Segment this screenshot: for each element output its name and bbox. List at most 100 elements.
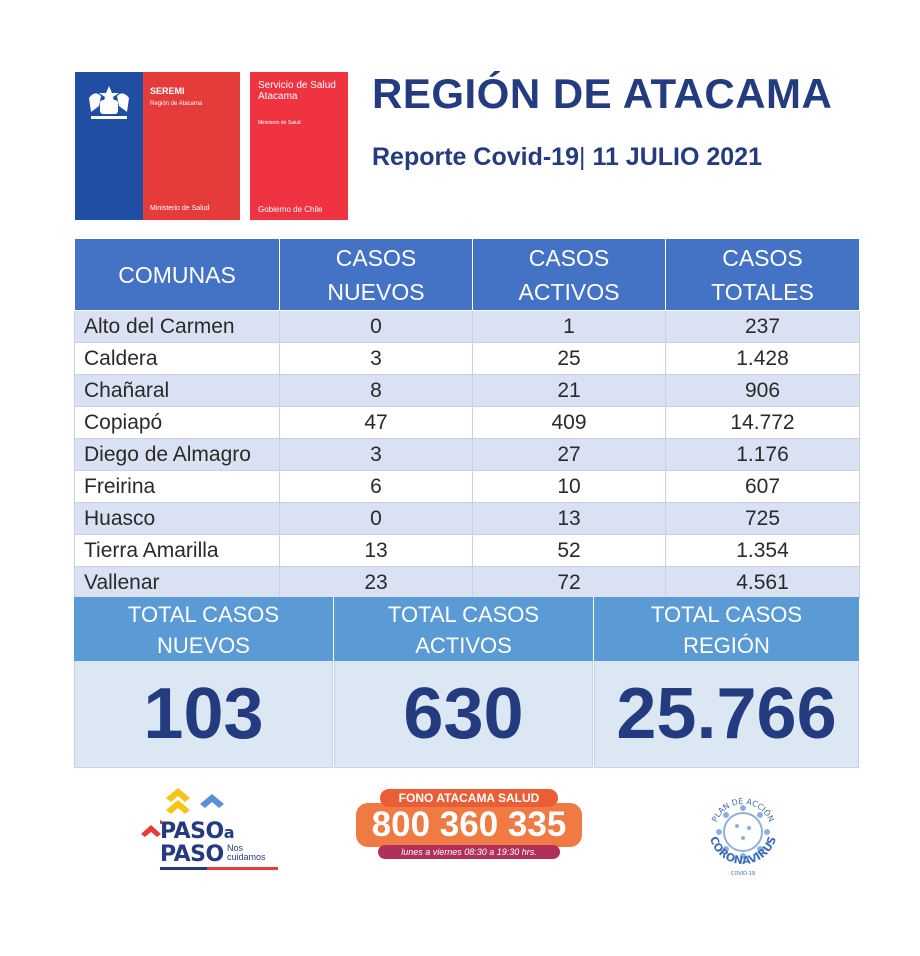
cell-comuna: Copiapó bbox=[74, 406, 280, 439]
header-comunas: COMUNAS bbox=[74, 238, 280, 311]
cases-table-container: COMUNAS CASOS NUEVOS CASOS ACTIVOS CASOS TO… bbox=[74, 238, 860, 599]
cases-table: COMUNAS CASOS NUEVOS CASOS ACTIVOS CASOS TO… bbox=[74, 238, 860, 599]
cell-activos: 27 bbox=[472, 438, 666, 471]
total-nuevos-value: 103 bbox=[74, 661, 333, 768]
header-activos-line1: CASOS bbox=[528, 244, 610, 271]
cell-activos: 25 bbox=[472, 342, 666, 375]
paso-nos-cuidamos: Nos cuidamos bbox=[227, 843, 266, 862]
total-activos: TOTAL CASOS ACTIVOS 630 bbox=[334, 597, 594, 768]
cell-nuevos: 13 bbox=[279, 534, 473, 567]
cell-totales: 14.772 bbox=[665, 406, 860, 439]
report-separator: | bbox=[578, 143, 586, 171]
total-region-header: TOTAL CASOS REGIÓN bbox=[594, 597, 859, 661]
seremi-logo: SEREMI Región de Atacama Ministerio de S… bbox=[75, 72, 240, 220]
corona-bottom-text: COVID-19 bbox=[731, 871, 755, 877]
seremi-ministry: Ministerio de Salud bbox=[150, 205, 210, 212]
cell-comuna: Diego de Almagro bbox=[74, 438, 280, 471]
cell-comuna: Vallenar bbox=[74, 566, 280, 599]
cell-activos: 21 bbox=[472, 374, 666, 407]
cell-nuevos: 3 bbox=[279, 438, 473, 471]
total-activos-header: TOTAL CASOS ACTIVOS bbox=[334, 597, 593, 661]
seremi-title: SEREMI bbox=[150, 86, 185, 96]
header-nuevos-line1: CASOS bbox=[335, 244, 417, 271]
total-nuevos-line2: NUEVOS bbox=[157, 633, 250, 658]
servicio-title: Servicio de Salud Atacama bbox=[258, 80, 336, 102]
cell-comuna: Freirina bbox=[74, 470, 280, 503]
table-row: Alto del Carmen 0 1 237 bbox=[74, 310, 860, 343]
cell-totales: 1.354 bbox=[665, 534, 860, 567]
paso-a-paso-logo: PASOa PASO Nos cuidamos bbox=[140, 784, 280, 874]
paso-line2: PASO bbox=[160, 842, 224, 867]
cell-totales: 1.176 bbox=[665, 438, 860, 471]
cell-totales: 1.428 bbox=[665, 342, 860, 375]
paso-a: a bbox=[223, 823, 235, 842]
paso-line1: PASO bbox=[160, 819, 224, 844]
cell-comuna: Tierra Amarilla bbox=[74, 534, 280, 567]
chevrons-icon bbox=[160, 788, 224, 824]
header-casos-nuevos: CASOS NUEVOS bbox=[279, 238, 473, 311]
table-row: Diego de Almagro 3 27 1.176 bbox=[74, 438, 860, 471]
header-comunas-label: COMUNAS bbox=[118, 261, 236, 288]
plan-coronavirus-logo: PLAN DE ACCIÓN CORONAVIRUS COVID-19 bbox=[707, 797, 779, 877]
table-row: Copiapó 47 409 14.772 bbox=[74, 406, 860, 439]
cell-comuna: Caldera bbox=[74, 342, 280, 375]
totals-panel: TOTAL CASOS NUEVOS 103 TOTAL CASOS ACTIV… bbox=[74, 597, 859, 768]
fono-atacama-salud: 800 360 335 FONO ATACAMA SALUD lunes a v… bbox=[356, 789, 582, 861]
cell-nuevos: 6 bbox=[279, 470, 473, 503]
cell-nuevos: 47 bbox=[279, 406, 473, 439]
header-totales-line1: CASOS bbox=[722, 244, 803, 271]
cell-totales: 607 bbox=[665, 470, 860, 503]
table-row: Huasco 0 13 725 bbox=[74, 502, 860, 535]
total-region-value: 25.766 bbox=[594, 661, 859, 768]
header-totales-line2: TOTALES bbox=[711, 278, 814, 305]
coat-of-arms-icon bbox=[89, 86, 129, 119]
table-row: Freirina 6 10 607 bbox=[74, 470, 860, 503]
seremi-logo-blue-panel bbox=[75, 72, 143, 220]
total-nuevos: TOTAL CASOS NUEVOS 103 bbox=[74, 597, 334, 768]
cell-nuevos: 23 bbox=[279, 566, 473, 599]
cell-activos: 10 bbox=[472, 470, 666, 503]
total-activos-line2: ACTIVOS bbox=[415, 633, 512, 658]
seremi-region: Región de Atacama bbox=[150, 101, 203, 107]
report-label: Reporte Covid-19 bbox=[372, 143, 579, 171]
cell-nuevos: 8 bbox=[279, 374, 473, 407]
table-row: Tierra Amarilla 13 52 1.354 bbox=[74, 534, 860, 567]
cell-nuevos: 0 bbox=[279, 502, 473, 535]
seremi-logo-red-panel: SEREMI Región de Atacama Ministerio de S… bbox=[143, 72, 240, 220]
virus-icon bbox=[723, 812, 763, 852]
servicio-ministry: Ministerio de Salud bbox=[258, 120, 301, 126]
cell-comuna: Chañaral bbox=[74, 374, 280, 407]
cell-nuevos: 0 bbox=[279, 310, 473, 343]
fono-number: 800 360 335 bbox=[356, 803, 582, 847]
cell-activos: 72 bbox=[472, 566, 666, 599]
servicio-gobierno: Gobierno de Chile bbox=[258, 205, 323, 214]
header-nuevos-line2: NUEVOS bbox=[327, 278, 425, 305]
paso-a-paso-text: PASOa PASO bbox=[160, 821, 234, 866]
cell-nuevos: 3 bbox=[279, 342, 473, 375]
cell-activos: 52 bbox=[472, 534, 666, 567]
header-casos-totales: CASOS TOTALES bbox=[665, 238, 860, 311]
servicio-salud-logo: Servicio de Salud Atacama Ministerio de … bbox=[250, 72, 348, 220]
fono-label: FONO ATACAMA SALUD bbox=[380, 789, 558, 807]
page-title: REGIÓN DE ATACAMA bbox=[372, 70, 833, 117]
total-region-line2: REGIÓN bbox=[683, 633, 770, 658]
cell-comuna: Huasco bbox=[74, 502, 280, 535]
cell-comuna: Alto del Carmen bbox=[74, 310, 280, 343]
table-row: Chañaral 8 21 906 bbox=[74, 374, 860, 407]
total-activos-value: 630 bbox=[334, 661, 593, 768]
report-subtitle: Reporte Covid-19| 11 JULIO 2021 bbox=[372, 143, 762, 172]
total-region-line1: TOTAL CASOS bbox=[650, 602, 803, 627]
cell-totales: 725 bbox=[665, 502, 860, 535]
table-row: Caldera 3 25 1.428 bbox=[74, 342, 860, 375]
cell-activos: 1 bbox=[472, 310, 666, 343]
header-casos-activos: CASOS ACTIVOS bbox=[472, 238, 666, 311]
fono-hours: lunes a viernes 08:30 a 19:30 hrs. bbox=[378, 845, 560, 859]
paso-underline bbox=[160, 867, 278, 870]
cell-totales: 237 bbox=[665, 310, 860, 343]
cell-totales: 906 bbox=[665, 374, 860, 407]
total-region: TOTAL CASOS REGIÓN 25.766 bbox=[594, 597, 859, 768]
report-date: 11 JULIO 2021 bbox=[592, 143, 762, 171]
total-nuevos-header: TOTAL CASOS NUEVOS bbox=[74, 597, 333, 661]
cell-activos: 409 bbox=[472, 406, 666, 439]
cell-totales: 4.561 bbox=[665, 566, 860, 599]
